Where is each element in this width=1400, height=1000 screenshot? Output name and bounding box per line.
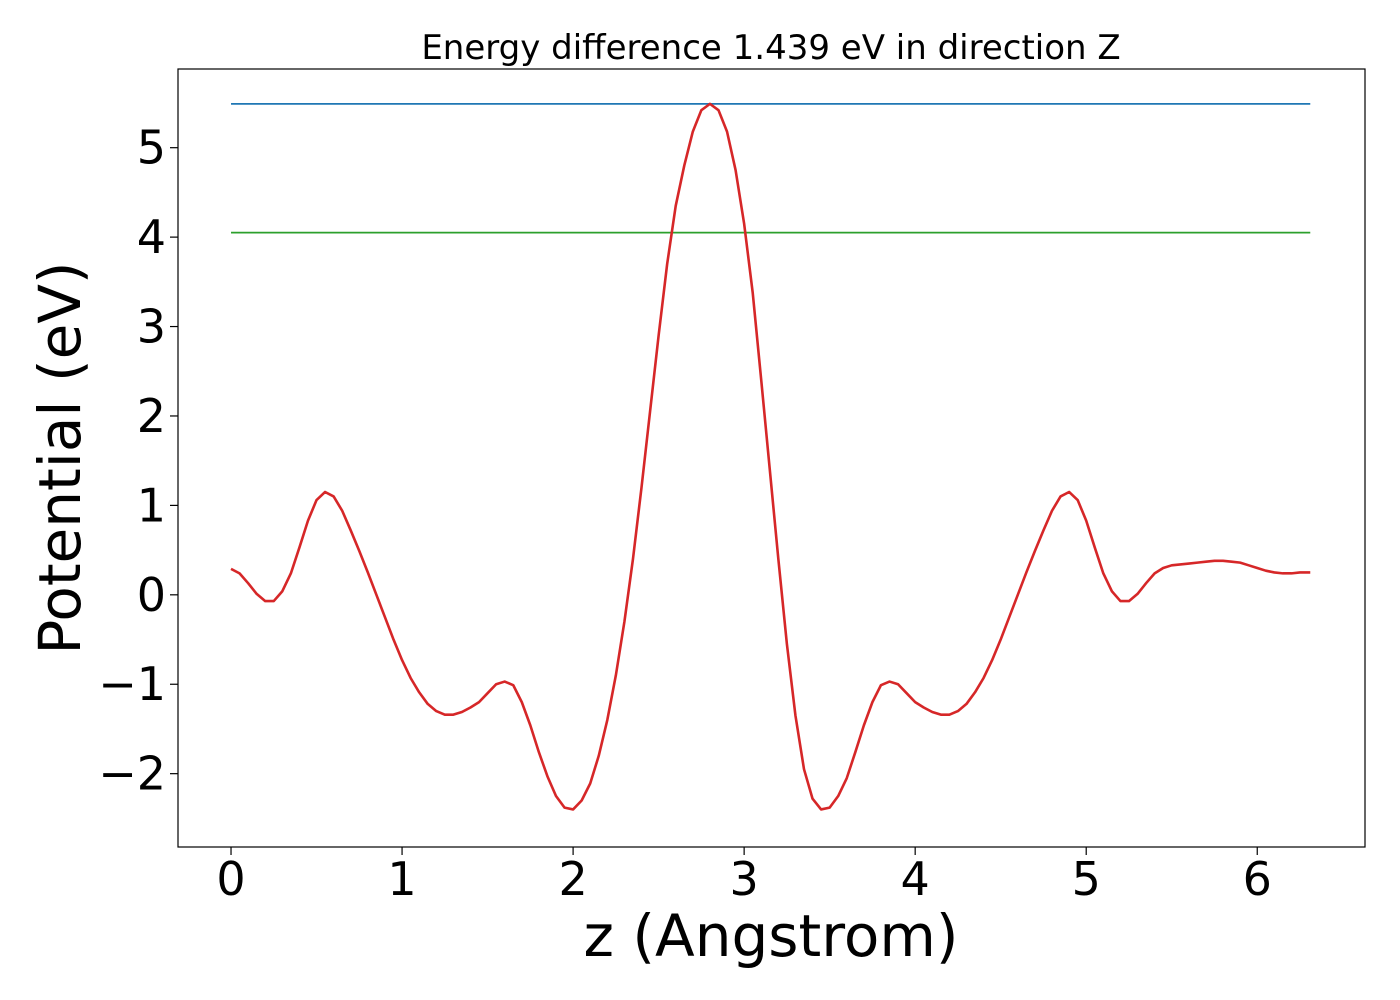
- x-tick-label: 1: [387, 852, 416, 906]
- x-tick-label: 2: [558, 852, 587, 906]
- x-tick-label: 5: [1072, 852, 1101, 906]
- potential-curve: [230, 102, 1311, 811]
- y-axis-label: Potential (eV): [26, 261, 94, 654]
- y-tick-label: 1: [137, 478, 166, 532]
- x-tick-label: 6: [1243, 852, 1272, 906]
- plot-area-frame: [177, 68, 1366, 848]
- x-tick-label: 4: [901, 852, 930, 906]
- y-tick-label: 5: [137, 121, 166, 175]
- x-tick-label: 3: [729, 852, 758, 906]
- y-axis-ticks: −2 −1 0 1 2 3 4 5: [98, 121, 178, 801]
- series-layer: [230, 102, 1311, 811]
- x-axis-label: z (Angstrom): [584, 902, 959, 970]
- y-tick-label: 4: [137, 210, 166, 264]
- y-tick-label: 2: [137, 389, 166, 443]
- x-tick-label: 0: [216, 852, 245, 906]
- y-tick-label: −1: [98, 657, 166, 711]
- y-tick-label: −2: [98, 747, 166, 801]
- y-tick-label: 0: [137, 568, 166, 622]
- x-axis-ticks: 0 1 2 3 4 5 6: [216, 847, 1272, 906]
- chart-title: Energy difference 1.439 eV in direction …: [421, 28, 1120, 68]
- y-tick-label: 3: [137, 300, 166, 354]
